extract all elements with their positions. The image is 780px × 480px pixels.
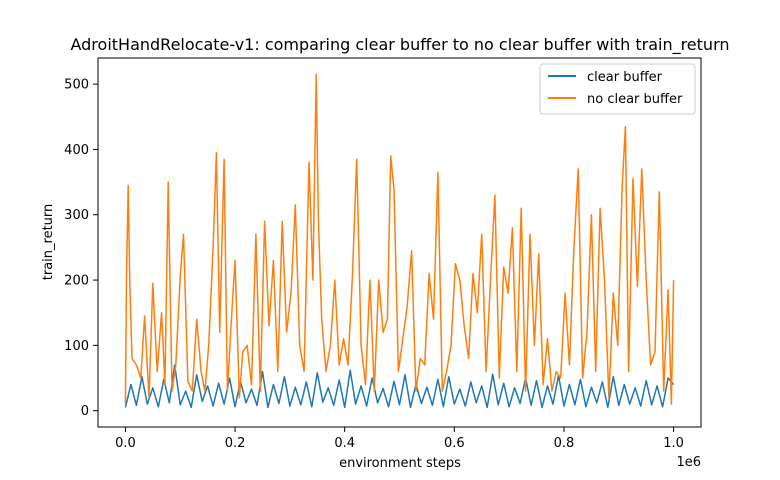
x-tick-label: 0.0 [115,436,136,451]
x-axis: 0.0 0.2 0.4 0.6 0.8 1.0 [115,427,684,451]
x-tick-label: 0.4 [334,436,355,451]
series-line-clear-buffer [124,364,675,409]
legend-label-no-clear-buffer: no clear buffer [587,92,683,107]
chart-title: AdroitHandRelocate-v1: comparing clear b… [70,35,729,55]
legend-label-clear-buffer: clear buffer [587,70,663,85]
x-tick-label: 0.6 [444,436,465,451]
y-tick-label: 400 [64,143,89,158]
y-tick-label: 100 [64,339,89,354]
y-axis-title: train_return [41,204,56,281]
y-tick-label: 500 [64,78,89,93]
plot-area [124,73,675,409]
x-tick-label: 0.8 [554,436,575,451]
y-tick-label: 300 [64,208,89,223]
y-tick-label: 0 [81,404,89,419]
y-tick-label: 200 [64,274,89,289]
x-offset-label: 1e6 [676,455,701,470]
legend: clear buffer no clear buffer [539,63,696,115]
x-tick-label: 1.0 [663,436,684,451]
axes-frame [97,57,702,428]
series-line-no-clear-buffer [124,73,675,405]
x-axis-title: environment steps [339,456,461,471]
y-axis: 0 100 200 300 400 500 [64,78,98,419]
x-tick-label: 0.2 [225,436,246,451]
legend-box [539,63,696,115]
